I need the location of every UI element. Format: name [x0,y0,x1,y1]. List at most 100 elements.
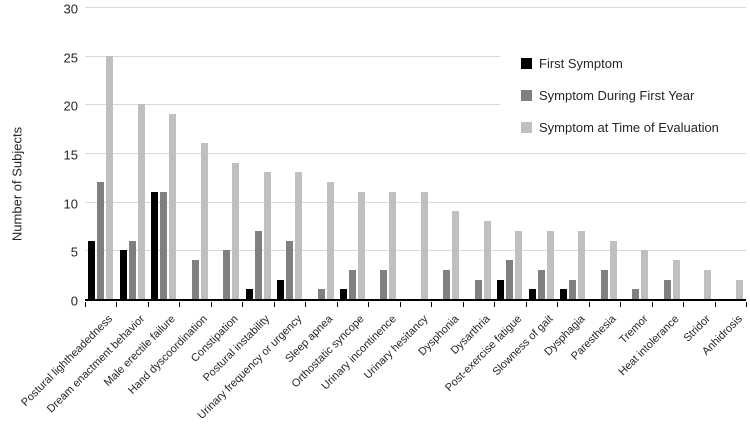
bar [254,230,262,299]
bar [160,191,168,299]
bar-group [242,9,273,299]
bar [348,269,356,299]
y-tick-label: 25 [63,50,78,66]
gridline [85,153,746,154]
bar [151,191,159,299]
bar-group [368,9,399,299]
bar [277,279,285,299]
bar [420,191,428,299]
bar [169,114,177,299]
y-tick-label: 10 [63,196,78,212]
x-tick [305,302,306,307]
bar [88,240,96,299]
bar [506,260,514,299]
legend-item: Symptom at Time of Evaluation [521,120,750,135]
bar [609,240,617,299]
bar [560,289,568,299]
bar [137,104,145,299]
bar-group [683,9,714,299]
bar [106,55,114,299]
bar-group [620,9,651,299]
legend-swatch [521,90,532,101]
x-tick [242,302,243,307]
x-tick [652,302,653,307]
legend-item: Symptom During First Year [521,88,750,103]
bar [128,240,136,299]
bar-group [337,9,368,299]
bar-group [116,9,147,299]
bar [357,191,365,299]
bar [452,211,460,299]
x-tick [715,302,716,307]
bar [578,230,586,299]
x-tick [337,302,338,307]
bar-group [651,9,682,299]
legend: First Symptom Symptom During First Year Sy… [500,44,750,144]
y-tick-label: 15 [63,147,78,163]
bar-group [211,9,242,299]
x-tick [557,302,558,307]
x-tick [274,302,275,307]
bar-group [714,9,745,299]
bar-group [557,9,588,299]
bar-group [85,9,116,299]
bar [515,230,523,299]
x-tick [494,302,495,307]
x-tick [179,302,180,307]
bar [663,279,671,299]
bar [200,143,208,299]
bar [632,289,640,299]
bar-group [589,9,620,299]
bar [245,289,253,299]
gridline [85,250,746,252]
plot-area [85,7,746,301]
bar [286,240,294,299]
gridline [85,55,746,57]
legend-swatch [521,122,532,133]
bar [474,279,482,299]
x-tick [463,302,464,307]
bar [735,279,743,299]
bar-group [305,9,336,299]
x-tick [746,302,747,307]
bar [380,269,388,299]
x-tick [620,302,621,307]
x-tick [368,302,369,307]
bar-group [148,9,179,299]
bar [443,269,451,299]
x-tick [211,302,212,307]
gridline [85,104,746,106]
bar-group [179,9,210,299]
bar [119,250,127,299]
x-tick [683,302,684,307]
legend-swatch [521,58,532,69]
bar-group [431,9,462,299]
bar [232,162,240,299]
bar-group [494,9,525,299]
x-tick [526,302,527,307]
bar [191,260,199,299]
bar [672,260,680,299]
legend-label: First Symptom [539,56,623,71]
bar [339,289,347,299]
bar [223,250,231,299]
bar [389,191,397,299]
bar [263,172,271,299]
x-tick [400,302,401,307]
bars [85,9,746,299]
legend-label: Symptom During First Year [539,88,695,103]
gridline [85,201,746,203]
x-tick [431,302,432,307]
y-tick-label: 20 [63,98,78,114]
bar-group [526,9,557,299]
bar [537,269,545,299]
x-tick [589,302,590,307]
bar [317,289,325,299]
bar [528,289,536,299]
legend-label: Symptom at Time of Evaluation [539,120,719,135]
bar [704,269,712,299]
bar [295,172,303,299]
bar [326,182,334,299]
bar [569,279,577,299]
bar-group [400,9,431,299]
